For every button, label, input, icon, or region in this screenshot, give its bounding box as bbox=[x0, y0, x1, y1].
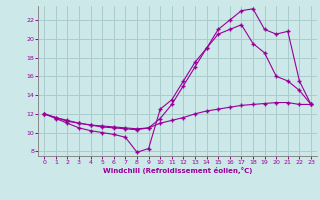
X-axis label: Windchill (Refroidissement éolien,°C): Windchill (Refroidissement éolien,°C) bbox=[103, 167, 252, 174]
